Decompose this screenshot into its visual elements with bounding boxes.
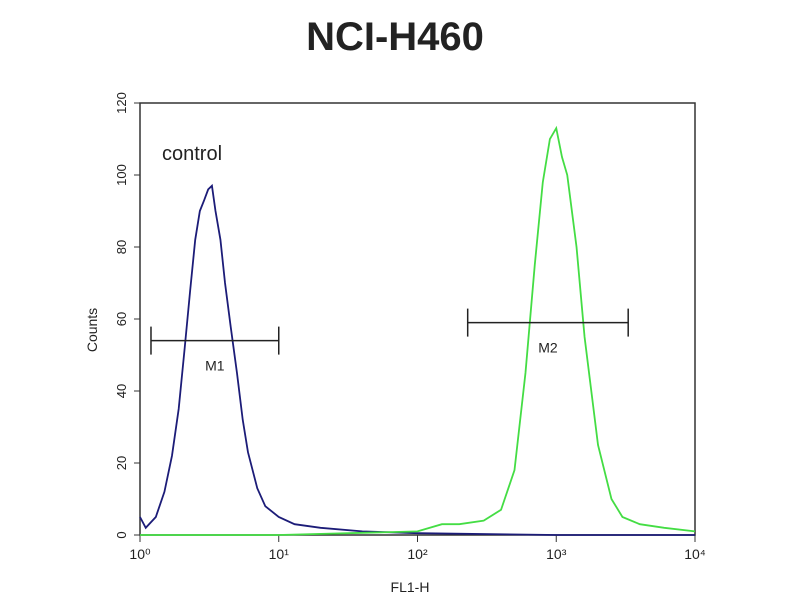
marker-label: M1 [205, 358, 225, 374]
y-tick-label: 0 [114, 531, 129, 538]
y-tick-label: 120 [114, 92, 129, 114]
x-tick-label: 10⁰ [129, 546, 151, 562]
chart-title: NCI-H460 [306, 15, 484, 59]
series-annotation: control [162, 143, 222, 165]
y-tick-label: 100 [114, 164, 129, 186]
y-tick-label: 40 [114, 384, 129, 398]
x-axis-label: FL1-H [391, 579, 430, 595]
series-line [140, 125, 696, 536]
x-tick-label: 10⁴ [684, 546, 706, 562]
y-tick-label: 20 [114, 456, 129, 470]
y-tick-label: 60 [114, 312, 129, 326]
x-tick-label: 10¹ [269, 546, 290, 562]
x-tick-label: 10² [407, 546, 428, 562]
x-tick-label: 10³ [546, 546, 567, 562]
marker-label: M2 [538, 340, 558, 356]
y-tick-label: 80 [114, 240, 129, 254]
y-axis-label: Counts [84, 308, 100, 352]
series-line [139, 183, 695, 536]
